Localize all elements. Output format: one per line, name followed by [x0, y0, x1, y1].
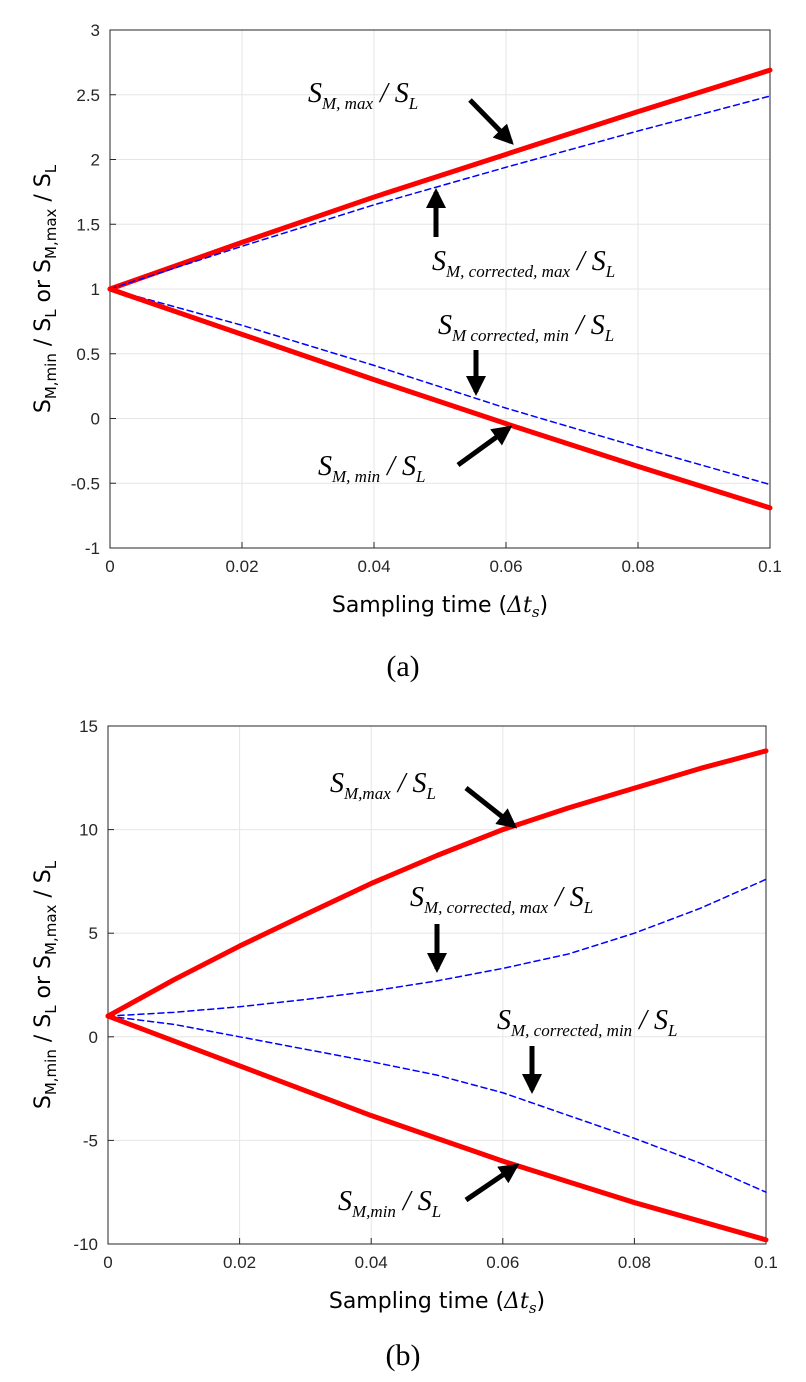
series-line-b-1 [107, 878, 767, 1017]
arrow-b-max [464, 786, 518, 829]
grid-b [107, 725, 767, 1245]
arrow-b-min [464, 1163, 520, 1203]
y-tick-label: 1 [91, 280, 100, 299]
y-tick-label: -10 [73, 1235, 98, 1254]
x-tick-label: 0.1 [758, 557, 782, 576]
x-tick-label: 0.06 [486, 1253, 519, 1272]
x-tick-label: 0.02 [225, 557, 258, 576]
series-group-b [105, 748, 769, 1243]
series-group-a [107, 67, 773, 511]
annotation-b-max: SM,max / SL [330, 768, 436, 803]
series-line-b-0 [105, 748, 769, 1019]
annotation-a-corr-max: SM, corrected, max / SL [432, 246, 615, 281]
y-axis-label-b: SM,min / SL or SM,max / SL [31, 860, 60, 1109]
y-tick-label: 5 [89, 924, 98, 943]
annotation-b-corr-min: SM, corrected, min / SL [497, 1005, 677, 1040]
annotation-a-max: SM, max / SL [308, 78, 418, 113]
y-axis-label-a: SM,min / SL or SM,max / SL [31, 164, 60, 413]
chart-panel-b: 0 0.02 0.04 0.06 0.08 0.1 -10 -5 0 5 10 15 Samplin… [31, 717, 778, 1372]
x-axis-label-a: Sampling time (Δts) [332, 593, 548, 621]
annotation-a-corr-min: SM corrected, min / SL [438, 310, 614, 345]
y-tick-label: -0.5 [71, 474, 100, 493]
x-tick-label: 0.08 [621, 557, 654, 576]
chart-panel-a: 0 0.02 0.04 0.06 0.08 0.1 -1 -0.5 0 0.5 1 1.5 2 2.5 3… [31, 21, 782, 683]
panel-label-a: (a) [386, 650, 419, 683]
arrow-a-min [456, 425, 513, 468]
grid-a [109, 29, 771, 549]
y-tick-label: 0 [91, 410, 100, 429]
y-tick-label: 0.5 [76, 345, 100, 364]
y-tick-label: 1.5 [76, 215, 100, 234]
y-tick-label: 2.5 [76, 86, 100, 105]
y-tick-label: 10 [79, 821, 98, 840]
annotation-b-min: SM,min / SL [338, 1186, 441, 1221]
panel-label-b: (b) [386, 1339, 421, 1372]
y-tick-label: 2 [91, 151, 100, 170]
arrow-a-max [468, 98, 514, 145]
x-axis-label-b: Sampling time (Δts) [329, 1289, 545, 1317]
x-tick-label: 0 [103, 1253, 112, 1272]
annotation-b-corr-max: SM, corrected, max / SL [410, 882, 593, 917]
annotation-a-min: SM, min / SL [318, 451, 425, 486]
x-ticks-a: 0 0.02 0.04 0.06 0.08 0.1 [105, 542, 782, 576]
y-tick-label: 3 [91, 21, 100, 40]
series-line-a-0 [107, 67, 773, 292]
series-line-b-3 [105, 1013, 769, 1243]
x-tick-label: 0.04 [357, 557, 390, 576]
x-ticks-b: 0 0.02 0.04 0.06 0.08 0.1 [103, 1238, 778, 1272]
y-ticks-a: -1 -0.5 0 0.5 1 1.5 2 2.5 3 [71, 21, 116, 558]
y-ticks-b: -10 -5 0 5 10 15 [73, 717, 114, 1254]
y-tick-label: -5 [83, 1131, 98, 1150]
x-tick-label: 0.06 [489, 557, 522, 576]
x-tick-label: 0.1 [754, 1253, 778, 1272]
series-line-a-2 [109, 288, 771, 486]
series-line-a-3 [107, 286, 773, 511]
plot-frame-b [107, 725, 767, 1245]
x-tick-label: 0.08 [618, 1253, 651, 1272]
y-tick-label: 0 [89, 1028, 98, 1047]
series-line-b-2 [107, 1015, 767, 1193]
y-tick-label: -1 [85, 539, 100, 558]
series-line-a-1 [109, 95, 771, 290]
x-tick-label: 0.02 [223, 1253, 256, 1272]
x-tick-label: 0.04 [355, 1253, 388, 1272]
y-tick-label: 15 [79, 717, 98, 736]
x-tick-label: 0 [105, 557, 114, 576]
